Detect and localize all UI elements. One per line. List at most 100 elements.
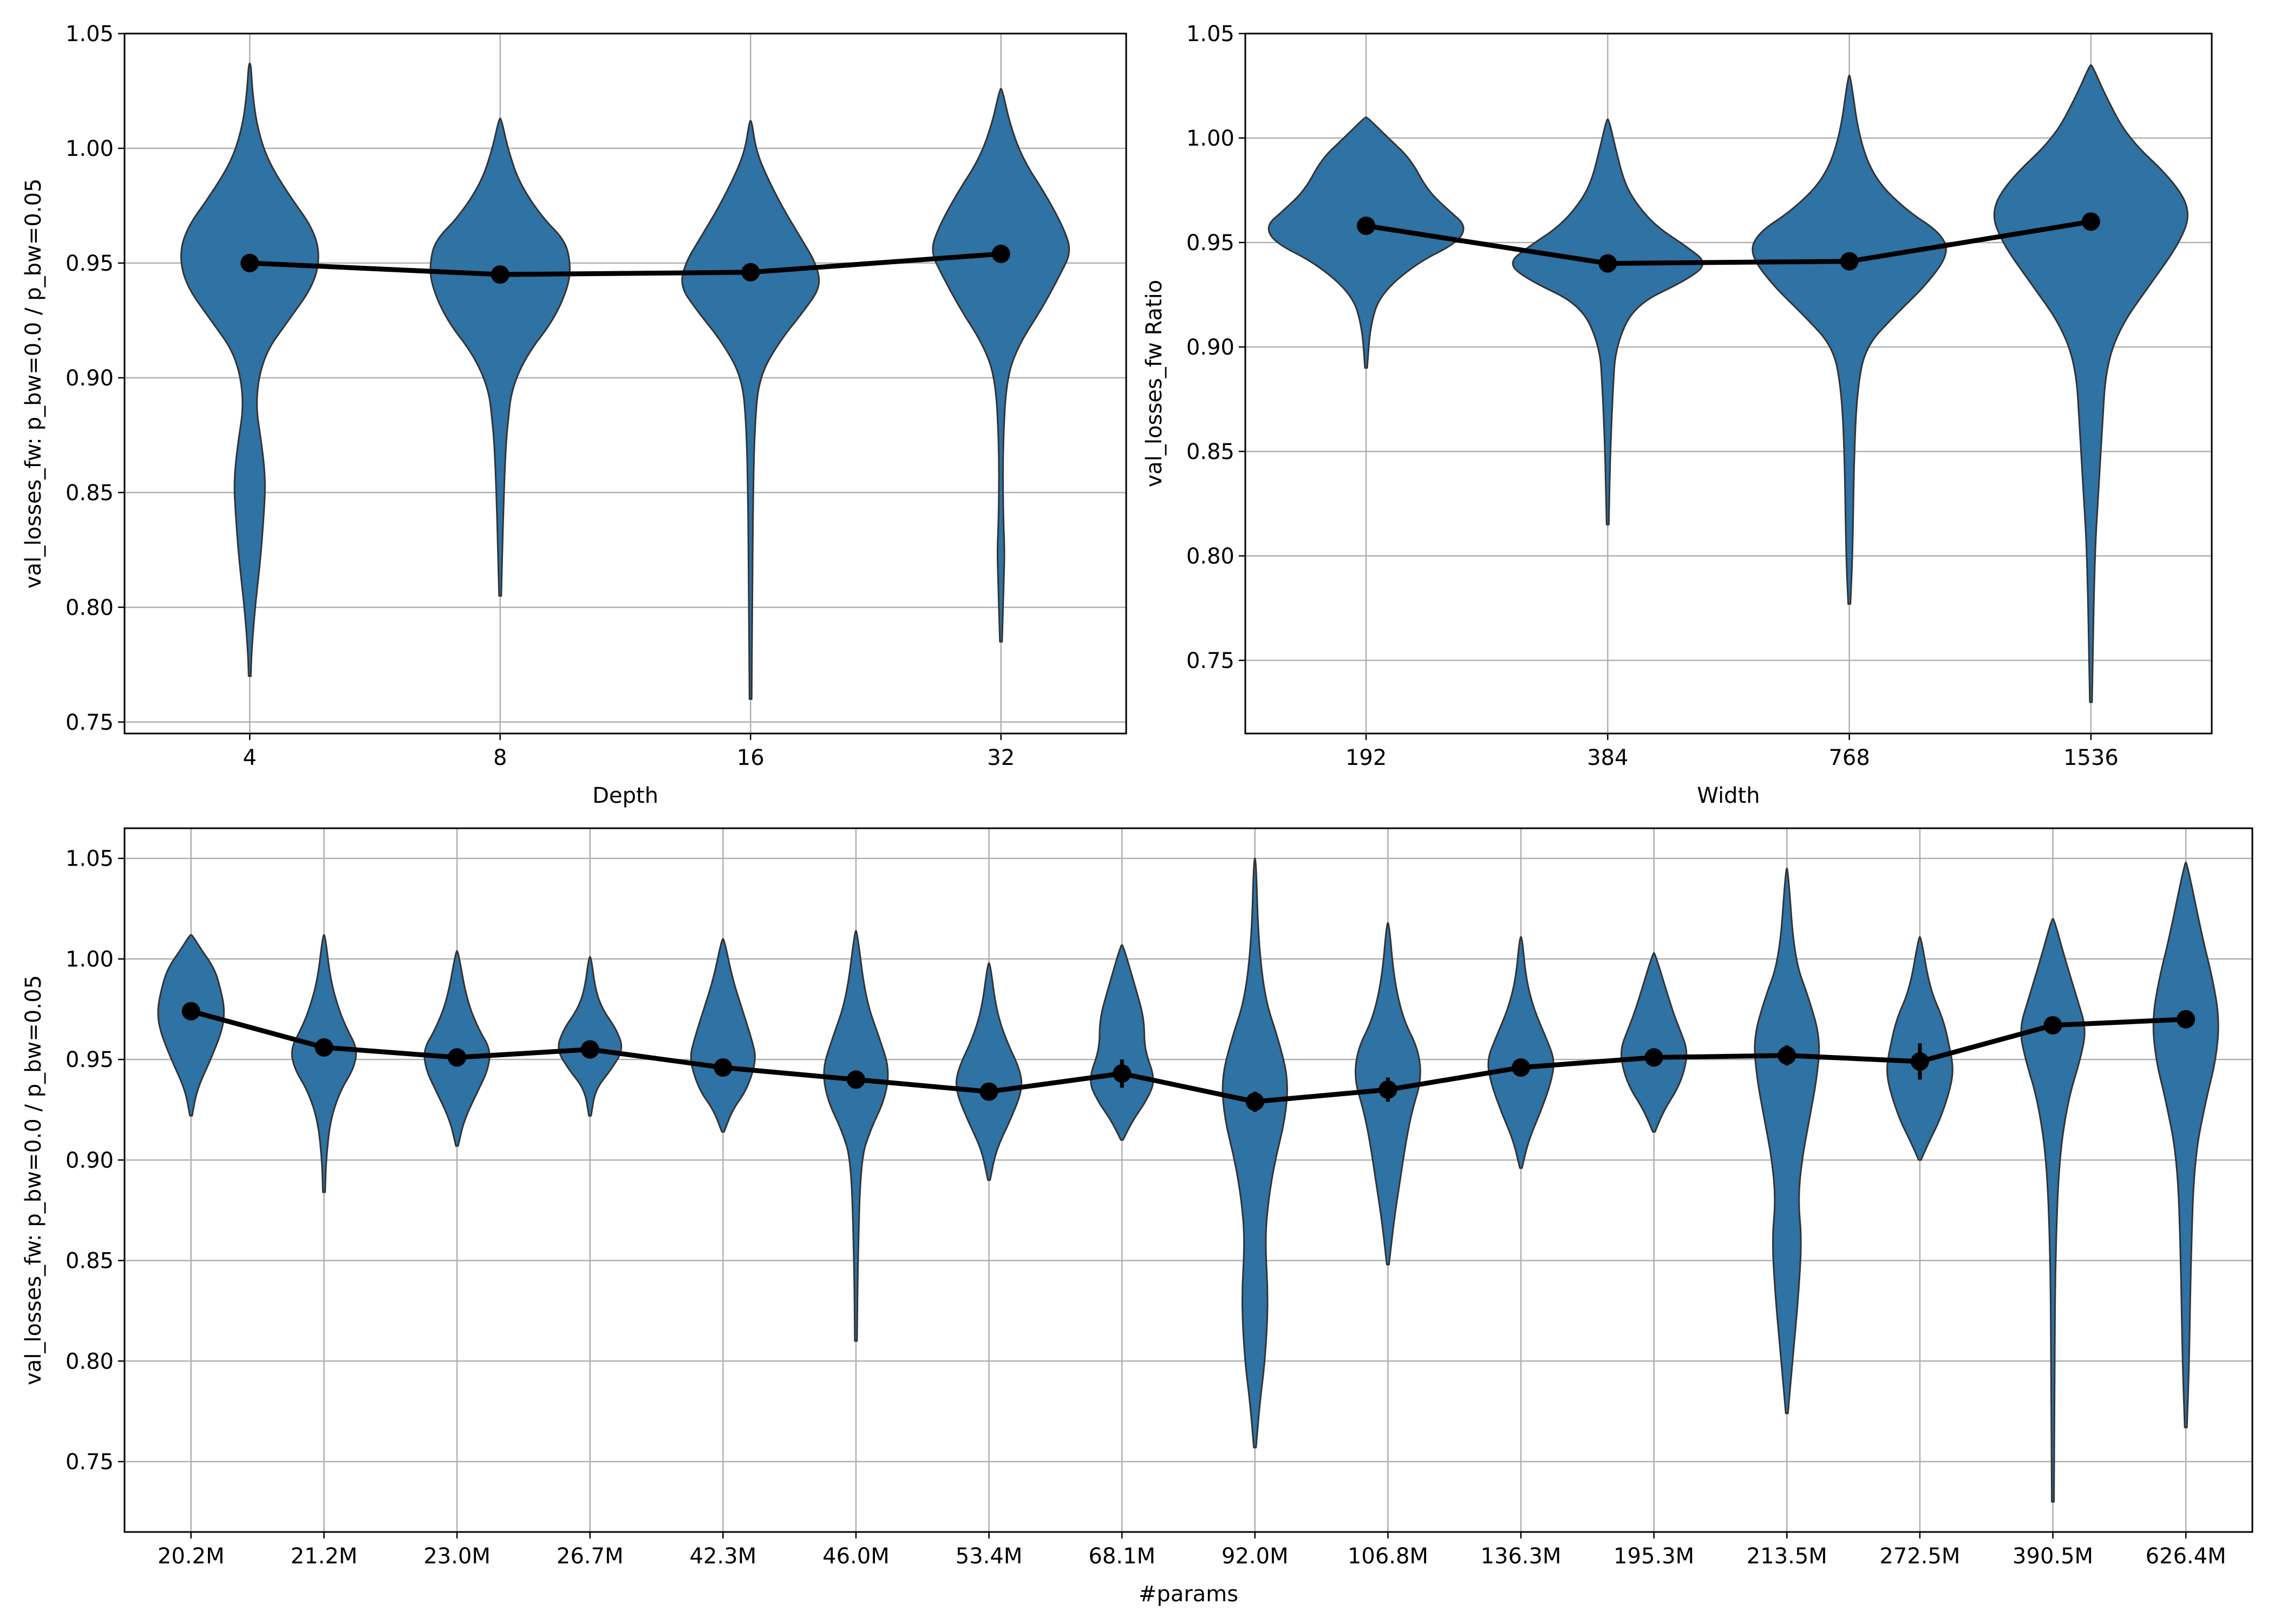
params-x-tick-label: 68.1M: [1088, 1544, 1155, 1569]
depth-panel-frame: [123, 32, 1127, 735]
depth-y-axis-label: val_losses_fw: p_bw=0.0 / p_bw=0.05: [21, 179, 46, 589]
params-mean-point: [1910, 1052, 1929, 1071]
params-y-tick-label: 0.95: [66, 1047, 114, 1072]
depth-violin: [932, 88, 1070, 643]
depth-panel: 0.75 0.80 0.85 0.90 0.95 1.00 1.05 4 8 16 32 Dept…: [21, 22, 1127, 808]
width-y-tick-label: 0.80: [1186, 544, 1234, 569]
params-y-tick-label: 0.80: [66, 1349, 114, 1374]
width-panel-x-ticks: 192 384 768 1536: [1345, 734, 2119, 770]
width-y-tick-label: 0.75: [1186, 649, 1234, 673]
params-mean-point: [1113, 1064, 1132, 1083]
width-mean-point: [1357, 217, 1376, 235]
width-mean-point: [1598, 254, 1617, 273]
width-mean-point: [2081, 212, 2100, 231]
params-mean-point: [1778, 1046, 1796, 1065]
width-panel: 0.75 0.80 0.85 0.90 0.95 1.00 1.05 192 384 768 15…: [1142, 22, 2213, 808]
depth-y-tick-label: 1.05: [66, 22, 114, 47]
params-mean-point: [846, 1070, 865, 1089]
width-y-tick-label: 0.90: [1186, 335, 1234, 360]
params-mean-point: [580, 1040, 599, 1059]
params-x-tick-label: 195.3M: [1613, 1544, 1694, 1569]
params-y-tick-label: 0.85: [66, 1249, 114, 1274]
params-y-tick-label: 1.00: [66, 947, 114, 972]
width-violin: [1512, 118, 1704, 526]
depth-mean-point: [991, 244, 1010, 263]
params-x-tick-label: 92.0M: [1221, 1544, 1289, 1569]
width-panel-frame: [1244, 32, 2213, 735]
params-violin: [1090, 944, 1154, 1141]
width-y-axis-label: val_losses_fw Ratio: [1142, 280, 1167, 488]
depth-y-tick-label: 0.95: [66, 251, 114, 276]
depth-panel-violins: [180, 62, 1070, 700]
params-x-tick-label: 20.2M: [158, 1544, 225, 1569]
width-y-tick-label: 1.00: [1186, 126, 1234, 151]
depth-violin: [429, 117, 571, 597]
depth-panel-mean-line: [240, 244, 1010, 284]
depth-x-tick-label: 32: [987, 745, 1015, 770]
params-y-axis-label: val_losses_fw: p_bw=0.0 / p_bw=0.05: [21, 975, 46, 1385]
width-y-tick-label: 1.05: [1186, 22, 1234, 47]
params-violin: [955, 962, 1023, 1181]
params-x-tick-label: 213.5M: [1747, 1544, 1827, 1569]
params-x-tick-label: 272.5M: [1879, 1544, 1960, 1569]
params-y-tick-label: 1.05: [66, 847, 114, 872]
params-mean-point: [1378, 1080, 1397, 1099]
params-violin: [1221, 857, 1288, 1449]
depth-panel-y-ticks: 0.75 0.80 0.85 0.90 0.95 1.00 1.05: [66, 22, 125, 735]
width-x-tick-label: 1536: [2063, 745, 2119, 770]
params-x-tick-label: 53.4M: [956, 1544, 1023, 1569]
width-violin: [1752, 74, 1947, 605]
width-violin: [1993, 64, 2188, 703]
params-violin: [2020, 918, 2086, 1503]
width-y-tick-label: 0.95: [1186, 231, 1234, 256]
width-mean-polyline: [1365, 219, 2092, 266]
params-mean-point: [1512, 1058, 1531, 1077]
params-violin: [2152, 861, 2219, 1429]
params-mean-point: [714, 1058, 733, 1077]
params-x-tick-label: 21.2M: [291, 1544, 358, 1569]
params-x-tick-label: 23.0M: [423, 1544, 491, 1569]
depth-y-tick-label: 0.80: [66, 595, 114, 620]
depth-violin: [681, 120, 820, 700]
depth-mean-polyline: [250, 251, 1002, 277]
params-x-axis-label: #params: [1139, 1582, 1238, 1607]
params-violin: [1754, 867, 1820, 1415]
width-x-tick-label: 768: [1828, 745, 1870, 770]
depth-x-tick-label: 16: [737, 745, 764, 770]
params-x-tick-label: 136.3M: [1481, 1544, 1561, 1569]
params-x-tick-label: 42.3M: [690, 1544, 757, 1569]
params-mean-polyline: [190, 1009, 2186, 1104]
params-violin: [823, 929, 889, 1342]
params-panel: 0.75 0.80 0.85 0.90 0.95 1.00 1.05 20.2M 21.2M 2…: [21, 827, 2253, 1607]
params-mean-point: [2043, 1016, 2062, 1034]
params-mean-point: [315, 1038, 334, 1057]
params-panel-y-ticks: 0.75 0.80 0.85 0.90 0.95 1.00 1.05: [66, 847, 125, 1475]
depth-y-tick-label: 0.90: [66, 366, 114, 391]
params-violin: [291, 934, 357, 1193]
params-x-tick-label: 26.7M: [557, 1544, 624, 1569]
params-violin: [1620, 952, 1688, 1133]
depth-x-axis-label: Depth: [592, 783, 658, 808]
params-mean-point: [979, 1082, 998, 1101]
params-x-tick-label: 626.4M: [2146, 1544, 2226, 1569]
params-panel-x-ticks: 20.2M 21.2M 23.0M 26.7M 42.3M 46.0M 53.4M 68.1M…: [158, 1532, 2226, 1569]
depth-x-tick-label: 4: [243, 745, 257, 770]
depth-mean-point: [741, 263, 760, 281]
params-x-tick-label: 390.5M: [2012, 1544, 2093, 1569]
width-panel-violins: [1267, 64, 2188, 703]
depth-x-tick-label: 8: [493, 745, 507, 770]
depth-mean-point: [491, 265, 509, 284]
depth-violin: [180, 62, 319, 677]
depth-mean-point: [240, 253, 259, 272]
params-y-tick-label: 0.90: [66, 1148, 114, 1173]
params-y-tick-label: 0.75: [66, 1450, 114, 1475]
width-x-tick-label: 384: [1587, 745, 1628, 770]
params-panel-mean-line: [181, 1002, 2195, 1112]
depth-y-tick-label: 1.00: [66, 136, 114, 161]
params-x-tick-label: 106.8M: [1348, 1544, 1428, 1569]
width-panel-y-ticks: 0.75 0.80 0.85 0.90 0.95 1.00 1.05: [1186, 22, 1245, 673]
width-x-tick-label: 192: [1345, 745, 1387, 770]
params-mean-point: [1644, 1048, 1663, 1067]
width-y-tick-label: 0.85: [1186, 440, 1234, 464]
